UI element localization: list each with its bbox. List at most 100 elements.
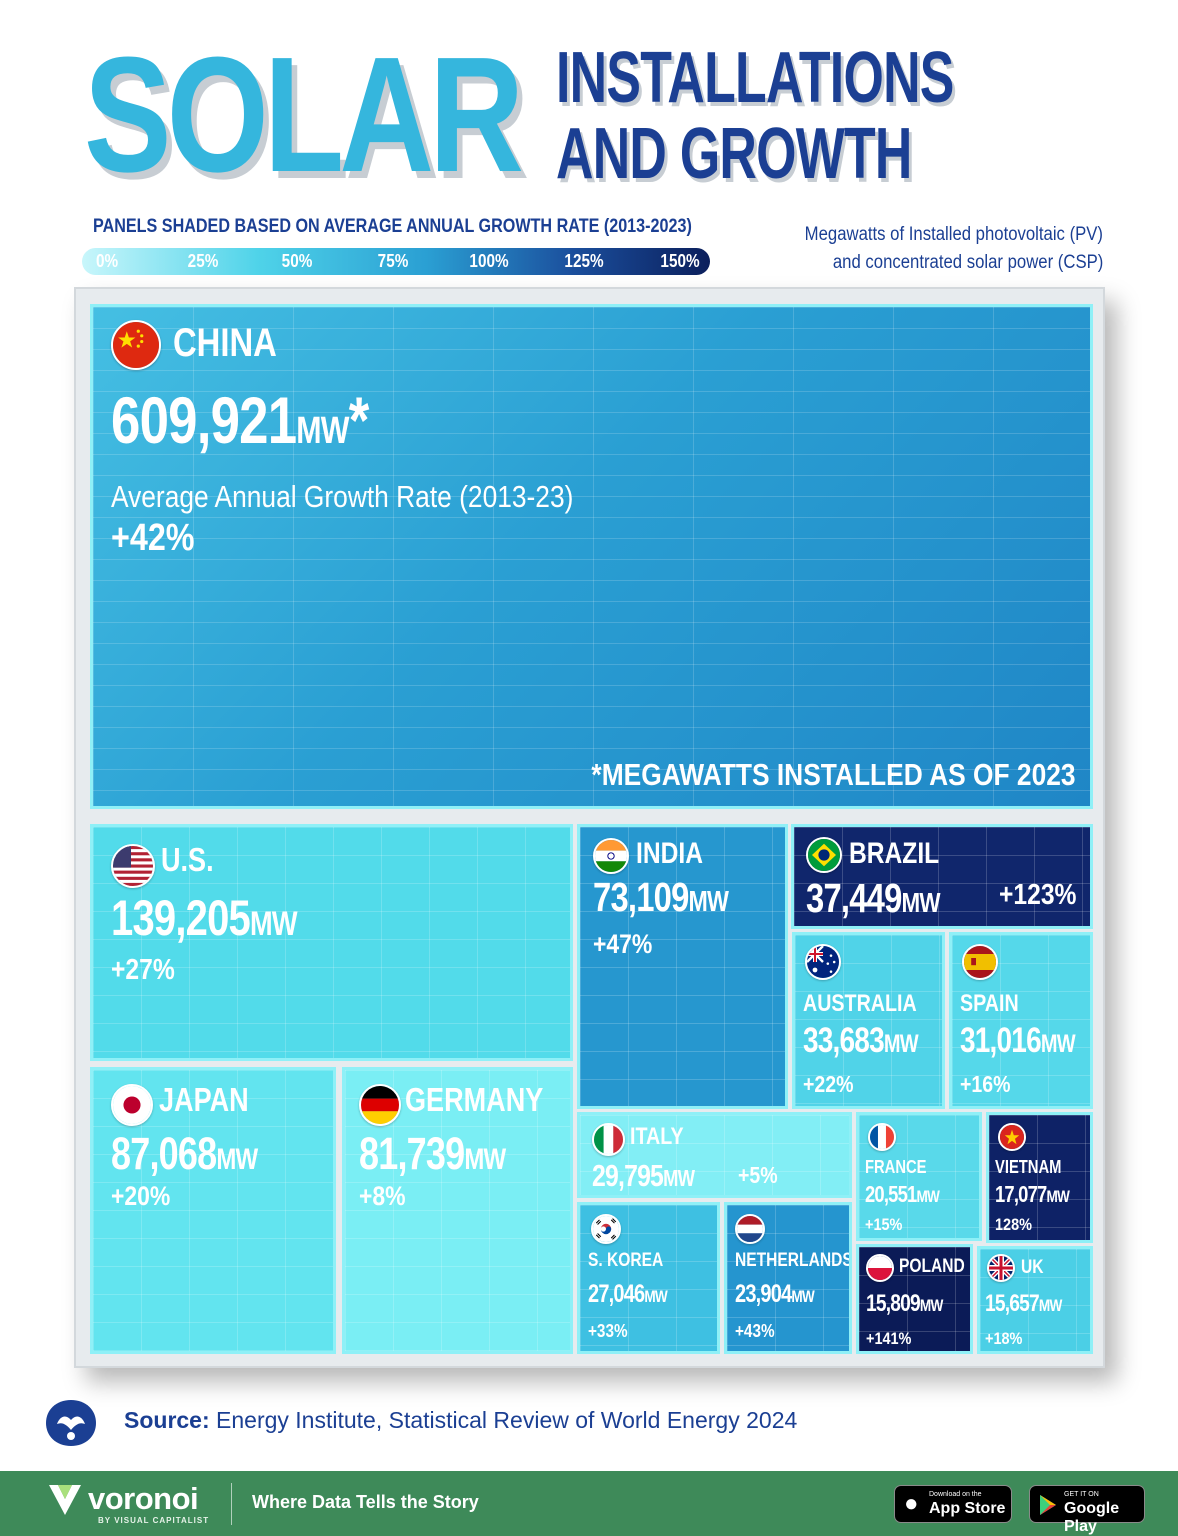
country-name: BRAZIL xyxy=(849,837,940,870)
capacity-number: 87,068 xyxy=(111,1128,217,1179)
capacity-number: 20,551 xyxy=(865,1181,917,1207)
country-name: ITALY xyxy=(630,1123,684,1150)
capacity-number: 15,809 xyxy=(866,1290,921,1317)
google-play-small-text: GET IT ON xyxy=(1064,1491,1099,1498)
flag-china-icon xyxy=(111,320,161,370)
capacity-number: 609,921 xyxy=(111,383,297,457)
capacity-value: 27,046MW xyxy=(588,1280,668,1309)
google-play-button[interactable]: GET IT ON Google Play xyxy=(1029,1485,1145,1535)
flag-uk-icon xyxy=(987,1254,1015,1282)
capacity-unit: MW xyxy=(644,1287,667,1306)
treemap-tile-italy: ITALY 29,795MW +5% xyxy=(577,1112,852,1198)
capacity-unit: MW xyxy=(883,1030,919,1058)
flag-vietnam-icon xyxy=(998,1123,1026,1151)
flag-netherlands-icon xyxy=(735,1214,765,1244)
treemap-frame: CHINA 609,921MW* Average Annual Growth Rat… xyxy=(74,287,1105,1368)
country-name: AUSTRALIA xyxy=(803,990,917,1017)
growth-rate: +27% xyxy=(111,954,175,986)
treemap-tile-uk: UK 15,657MW +18% xyxy=(977,1246,1093,1354)
treemap-tile-u-s: U.S. 139,205MW +27% xyxy=(90,824,573,1061)
country-name: UK xyxy=(1021,1257,1044,1278)
flag-france-icon xyxy=(868,1123,896,1151)
capacity-value: 29,795MW xyxy=(592,1158,695,1194)
capacity-unit: MW xyxy=(688,886,729,918)
app-store-small-text: Download on the xyxy=(929,1491,982,1498)
capacity-number: 31,016 xyxy=(960,1021,1042,1060)
growth-rate: +5% xyxy=(738,1162,778,1188)
capacity-number: 73,109 xyxy=(593,874,689,920)
treemap-tile-s-korea: S. KOREA 27,046MW +33% xyxy=(577,1202,720,1354)
legend-tick: 50% xyxy=(281,251,313,271)
growth-rate: +33% xyxy=(588,1321,628,1341)
country-name: INDIA xyxy=(636,837,703,870)
source-text: Energy Institute, Statistical Review of … xyxy=(216,1407,798,1433)
flag-brazil-icon xyxy=(806,837,842,873)
capacity-value: 17,077MW xyxy=(995,1181,1070,1208)
capacity-unit: MW xyxy=(464,1143,506,1176)
growth-rate: +16% xyxy=(960,1071,1011,1097)
capacity-value: 15,657MW xyxy=(985,1290,1062,1318)
capacity-value: 15,809MW xyxy=(866,1290,943,1318)
app-store-button[interactable]: ● Download on the App Store xyxy=(894,1485,1012,1523)
capacity-number: 23,904 xyxy=(735,1280,792,1308)
capacity-unit: MW xyxy=(916,1187,940,1206)
brand-subtitle: BY VISUAL CAPITALIST xyxy=(98,1516,210,1525)
capacity-value: 87,068MW xyxy=(111,1128,258,1180)
capacity-unit: MW xyxy=(1038,1296,1062,1315)
capacity-value: 31,016MW xyxy=(960,1021,1076,1061)
legend-tick: 150% xyxy=(660,251,700,271)
chart-footnote: *MEGAWATTS INSTALLED AS OF 2023 xyxy=(591,757,1076,792)
growth-rate: +43% xyxy=(735,1321,775,1341)
google-play-label: Google Play xyxy=(1064,1500,1120,1535)
capacity-unit: MW xyxy=(919,1296,943,1315)
flag-india-icon xyxy=(593,838,629,874)
flag-italy-icon xyxy=(592,1123,625,1156)
country-name: JAPAN xyxy=(159,1081,249,1118)
capacity-number: 29,795 xyxy=(592,1158,664,1193)
country-name: U.S. xyxy=(161,841,214,878)
country-name: SPAIN xyxy=(960,990,1019,1017)
legend-tick: 75% xyxy=(377,251,409,271)
treemap-tile-poland: POLAND 15,809MW +141% xyxy=(856,1244,973,1354)
capacity-unit: MW xyxy=(1046,1187,1070,1206)
source-line: Source: Energy Institute, Statistical Re… xyxy=(124,1407,797,1434)
capacity-unit: MW xyxy=(1040,1030,1076,1058)
tagline: Where Data Tells the Story xyxy=(252,1492,479,1512)
capacity-value: 20,551MW xyxy=(865,1181,940,1208)
flag-australia-icon xyxy=(805,944,841,980)
legend-tick: 25% xyxy=(187,251,219,271)
treemap-tile-australia: AUSTRALIA 33,683MW +22% xyxy=(792,932,945,1109)
treemap-tile-china: CHINA 609,921MW* Average Annual Growth Rat… xyxy=(90,304,1093,809)
growth-rate: +18% xyxy=(985,1329,1023,1348)
title-solar: SOLAR xyxy=(84,23,524,206)
legend-title: PANELS SHADED BASED ON AVERAGE ANNUAL GR… xyxy=(93,216,692,237)
footer-bar: voronoi BY VISUAL CAPITALIST Where Data … xyxy=(0,1471,1178,1536)
capacity-unit: MW xyxy=(296,410,349,452)
capacity-value: 81,739MW xyxy=(359,1128,506,1180)
treemap-tile-brazil: BRAZIL 37,449MW +123% xyxy=(791,824,1093,929)
capacity-value: 33,683MW xyxy=(803,1021,919,1061)
capacity-number: 139,205 xyxy=(111,890,251,946)
treemap-tile-france: FRANCE 20,551MW +15% xyxy=(856,1112,982,1241)
growth-rate: +42% xyxy=(111,517,195,559)
treemap-tile-germany: GERMANY 81,739MW +8% xyxy=(342,1067,573,1354)
treemap-tile-netherlands: NETHERLANDS 23,904MW +43% xyxy=(724,1202,852,1354)
capacity-asterisk: * xyxy=(348,383,370,457)
country-name: POLAND xyxy=(899,1256,965,1277)
legend-color-bar xyxy=(82,248,710,275)
treemap-tile-vietnam: VIETNAM 17,077MW 128% xyxy=(986,1112,1093,1243)
growth-caption: Average Annual Growth Rate (2013-23) xyxy=(111,479,574,514)
treemap-tile-india: INDIA 73,109MW +47% xyxy=(577,824,788,1109)
capacity-number: 17,077 xyxy=(995,1181,1047,1207)
treemap-tile-japan: JAPAN 87,068MW +20% xyxy=(90,1067,336,1354)
capacity-number: 33,683 xyxy=(803,1021,885,1060)
growth-rate: +123% xyxy=(999,879,1077,911)
title-line-1: INSTALLATIONS xyxy=(556,38,954,118)
country-name: FRANCE xyxy=(865,1157,927,1177)
legend-tick: 100% xyxy=(469,251,509,271)
flag-s-korea-icon xyxy=(591,1214,621,1244)
growth-rate: +20% xyxy=(111,1181,171,1211)
capacity-number: 27,046 xyxy=(588,1280,645,1308)
google-play-icon xyxy=(1040,1495,1056,1515)
flag-germany-icon xyxy=(359,1084,401,1126)
